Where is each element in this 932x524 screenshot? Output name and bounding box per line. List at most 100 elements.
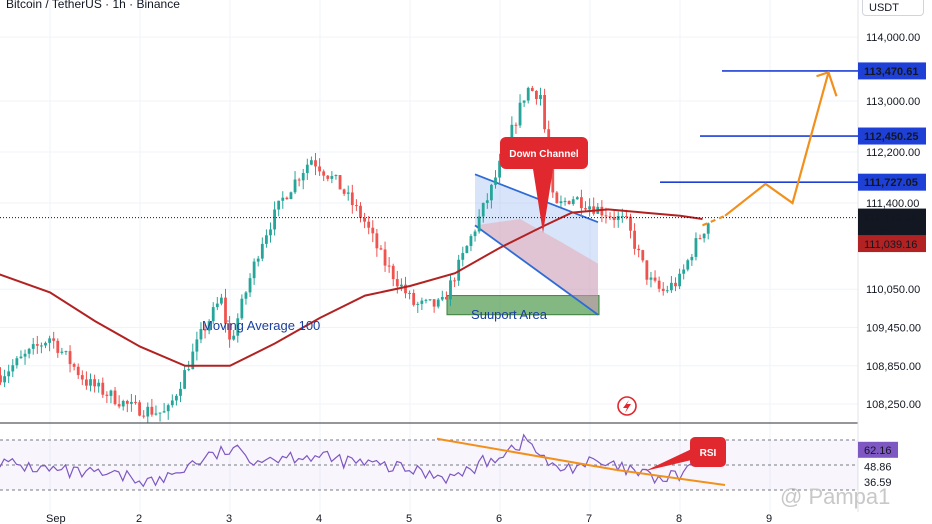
down-channel-label: Down Channel <box>509 149 579 160</box>
candle-body <box>35 344 39 346</box>
candle-body <box>518 102 522 126</box>
candle-body <box>97 382 101 387</box>
candle-body <box>706 223 710 234</box>
candle-body <box>690 256 694 261</box>
price-level-label: 113,470.61 <box>864 66 918 78</box>
candle-body <box>158 412 162 414</box>
candle-body <box>625 215 628 217</box>
moving-average-label: Moving Average 100 <box>202 318 320 333</box>
candle-body <box>265 235 268 244</box>
currency-selector[interactable]: USDT <box>862 0 924 16</box>
candle-body <box>224 297 227 324</box>
candle-body <box>285 197 289 200</box>
price-level-label: 112,450.25 <box>864 131 918 143</box>
candle-body <box>661 288 665 291</box>
candle-body <box>494 177 497 185</box>
candle-body <box>3 376 6 383</box>
candle-body <box>563 200 567 202</box>
candle-body <box>293 179 297 193</box>
price-tick-label: 108,850.00 <box>866 361 921 373</box>
candle-body <box>571 199 575 205</box>
rsi-tick-label: 62.16 <box>864 445 892 457</box>
candle-body <box>260 243 264 259</box>
price-level-badge <box>858 62 926 80</box>
candle-body <box>48 338 51 343</box>
price-tick-label: 110,050.00 <box>866 284 920 296</box>
candle-body <box>322 171 326 176</box>
rsi-divergence-line <box>436 437 618 471</box>
candle-body <box>477 216 481 232</box>
candle-body <box>314 160 317 167</box>
candle-body <box>236 318 240 336</box>
candle-body <box>342 189 346 194</box>
candle-body <box>395 279 399 287</box>
candle-body <box>240 298 244 319</box>
candle-body <box>608 216 612 218</box>
candle-body <box>187 369 191 371</box>
projection-arrowhead <box>816 70 838 97</box>
moving-average-line <box>0 208 703 367</box>
candle-body <box>289 192 293 200</box>
candle-body <box>445 297 448 300</box>
candle-body <box>481 202 485 217</box>
candle-body <box>412 292 416 305</box>
price-tick-label: 113,000.00 <box>866 96 920 108</box>
candle-body <box>375 233 379 249</box>
candle-body <box>428 299 432 301</box>
candle-body <box>130 401 133 404</box>
price-axis: 114,000.00 113,000.00 112,200.00 111,400.00… <box>858 32 926 489</box>
candle-body <box>76 366 80 376</box>
projection-arrow <box>702 70 838 227</box>
time-tick-label: 9 <box>766 513 772 524</box>
candle-body <box>670 282 673 291</box>
price-level-badge <box>858 127 926 145</box>
candle-body <box>449 280 452 300</box>
candle-body <box>604 215 608 217</box>
price-tick-label: 109,450.00 <box>866 322 921 334</box>
time-tick-label: 5 <box>406 513 412 524</box>
candle-body <box>15 358 19 366</box>
candle-body <box>179 388 182 396</box>
channel-fill <box>475 174 598 315</box>
candle-body <box>584 208 587 210</box>
candle-body <box>154 413 158 415</box>
candle-body <box>326 175 330 179</box>
candle-body <box>371 227 375 234</box>
candle-body <box>44 342 47 346</box>
candle-body <box>539 95 542 100</box>
time-tick-label: 2 <box>136 513 142 524</box>
candle-body <box>355 205 358 207</box>
candle-body <box>207 321 211 331</box>
candle-body <box>113 390 117 405</box>
candle-body <box>318 166 321 172</box>
candle-body <box>665 290 669 292</box>
candle-body <box>105 394 109 396</box>
candle-body <box>391 265 395 280</box>
rsi-tick-label: 48.86 <box>864 461 892 473</box>
time-tick-label: 4 <box>316 513 322 524</box>
candle-body <box>80 375 84 380</box>
ma-100-line <box>0 208 703 367</box>
candle-body <box>535 90 538 100</box>
candle-body <box>248 278 252 293</box>
candle-body <box>281 197 285 201</box>
rsi-callout-pointer <box>645 446 700 471</box>
rsi-panel <box>0 433 858 491</box>
candle-body <box>109 390 113 396</box>
candle-body <box>220 297 223 304</box>
candle-body <box>89 379 92 386</box>
candle-body <box>465 245 469 253</box>
candle-body <box>379 248 383 250</box>
candle-body <box>338 175 342 190</box>
candle-body <box>641 250 645 261</box>
candle-body <box>359 205 362 218</box>
candle-body <box>23 353 27 357</box>
candle-body <box>146 406 150 417</box>
candles <box>0 85 710 423</box>
candle-body <box>256 258 260 262</box>
candle-body <box>600 206 604 216</box>
candle-body <box>117 404 121 407</box>
candle-body <box>72 364 76 367</box>
panel-divider <box>0 0 859 512</box>
